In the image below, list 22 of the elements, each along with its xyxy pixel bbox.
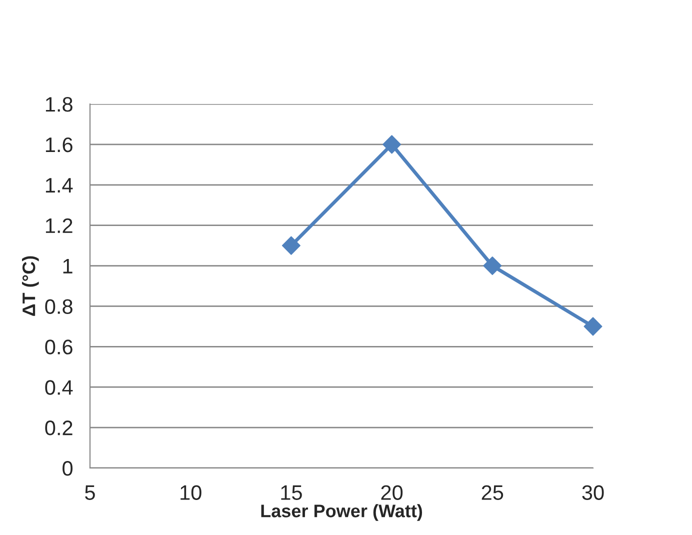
x-tick-label: 25: [482, 485, 504, 500]
y-tick-label: 1.6: [46, 137, 72, 152]
y-tick-label: 0: [62, 461, 73, 476]
x-tick-label: 5: [85, 485, 95, 500]
y-tick-label: 0.6: [45, 340, 72, 354]
x-tick-label: 20: [381, 485, 403, 500]
y-tick-label: 1: [63, 258, 72, 274]
y-tick-label: 1.2: [46, 218, 72, 233]
x-tick-label: 15: [281, 485, 302, 500]
y-tick-label: 1.4: [46, 178, 73, 192]
y-tick-label: 0.8: [45, 299, 72, 314]
y-axis-title: ΔT (°C): [22, 256, 39, 316]
point: [382, 135, 402, 154]
point: [584, 317, 602, 336]
y-tick-label: 0.2: [45, 420, 72, 436]
x-tick-label: 10: [180, 485, 202, 500]
x-axis-title: Laser Power (Watt): [261, 504, 422, 521]
point: [483, 256, 502, 276]
point: [282, 236, 300, 255]
x-tick-label: 30: [582, 485, 604, 500]
y-tick-label: 0.4: [45, 380, 73, 395]
y-tick-label: 1.8: [46, 97, 72, 112]
